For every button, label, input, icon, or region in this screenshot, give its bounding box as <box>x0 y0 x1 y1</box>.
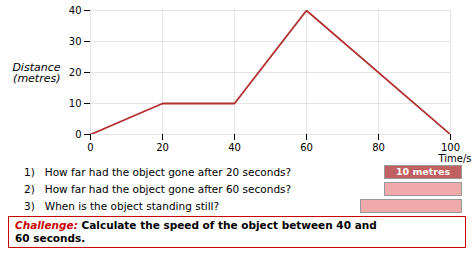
svg-text:20: 20 <box>69 67 82 78</box>
svg-text:40: 40 <box>69 5 82 16</box>
html-text:3) When is the object standing: 3) When is the object standing still? <box>24 199 220 212</box>
svg-text:100: 100 <box>441 142 460 153</box>
html-text:1) How far had the object gone: 1) How far had the object gone after 20 … <box>24 165 292 178</box>
svg-text:80: 80 <box>372 142 385 153</box>
svg-text:0: 0 <box>75 129 81 140</box>
svg-text:60: 60 <box>300 142 313 153</box>
html-text:Challenge: Calculate the speed: Challenge: Calculate the speed of the ob… <box>15 219 377 244</box>
svg-text:Distance(metres): Distance(metres) <box>12 61 60 85</box>
svg-text:40: 40 <box>228 142 241 153</box>
svg-text:30: 30 <box>69 36 82 47</box>
svg-text:Time/s: Time/s <box>437 153 471 164</box>
svg-text:10: 10 <box>69 98 82 109</box>
html-text:10 metres: 10 metres <box>395 165 451 177</box>
html-text:2) How far had the object gone: 2) How far had the object gone after 60 … <box>24 182 292 195</box>
svg-text:0: 0 <box>87 142 93 153</box>
svg-text:20: 20 <box>156 142 169 153</box>
